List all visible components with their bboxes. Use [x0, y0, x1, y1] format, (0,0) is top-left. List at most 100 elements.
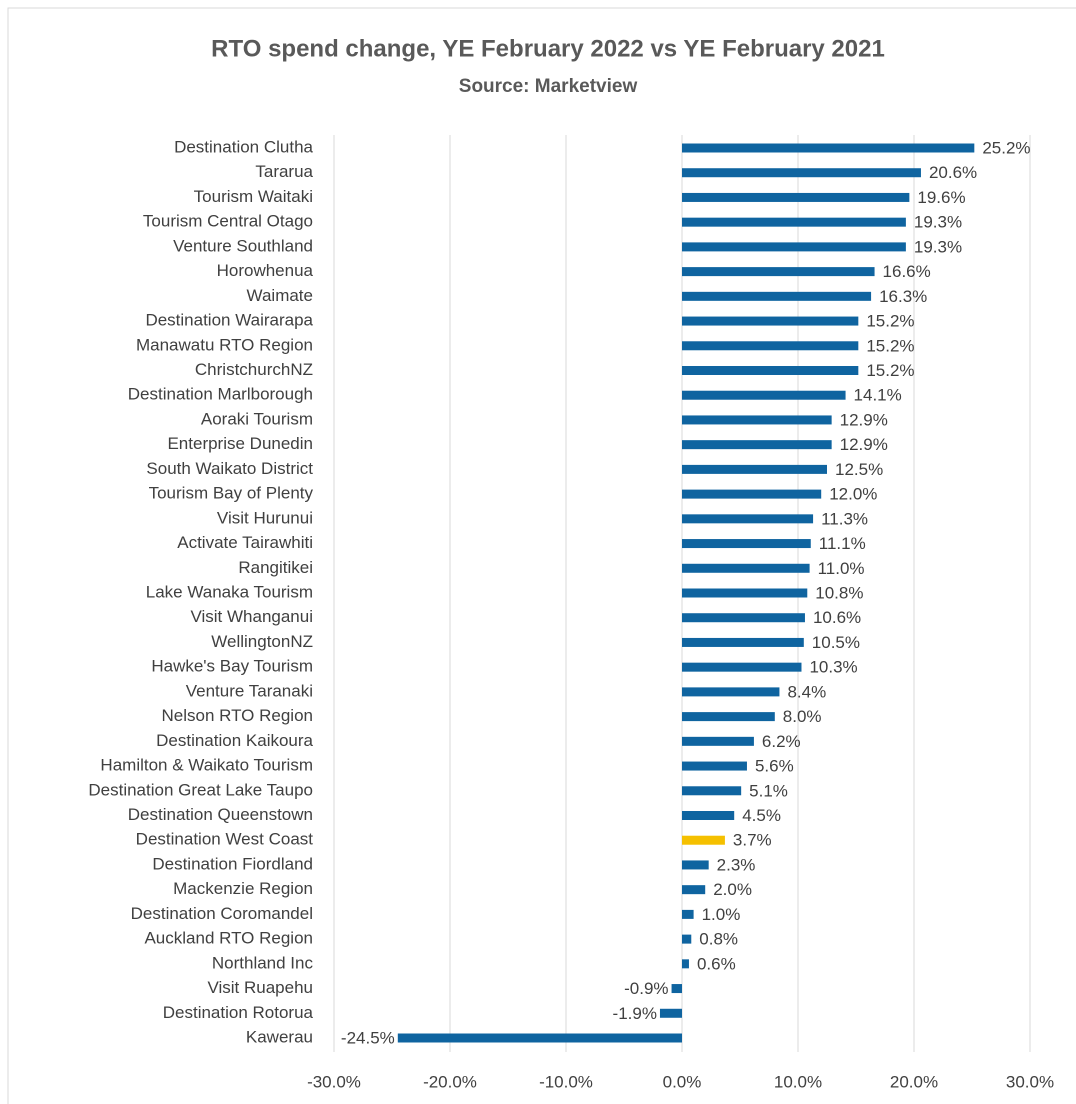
value-label: -1.9% [613, 1004, 657, 1023]
y-tick-label: Tourism Waitaki [194, 187, 313, 206]
y-tick-label: Destination Fiordland [152, 854, 313, 873]
y-tick-label: WellingtonNZ [211, 632, 313, 651]
y-tick-label: Venture Southland [173, 236, 313, 255]
y-tick-label: Horowhenua [217, 261, 314, 280]
bar [682, 662, 802, 672]
value-label: 2.3% [717, 855, 756, 874]
bar [682, 168, 921, 178]
y-tick-label: Waimate [247, 286, 313, 305]
value-label: 8.4% [787, 682, 826, 701]
y-tick-label: Manawatu RTO Region [136, 335, 313, 354]
value-label: 1.0% [702, 905, 741, 924]
value-label: 14.1% [854, 386, 902, 405]
bar [682, 143, 975, 153]
y-tick-label: Venture Taranaki [186, 681, 313, 700]
y-tick-label: Hawke's Bay Tourism [151, 657, 313, 676]
y-tick-label: Aoraki Tourism [201, 409, 313, 428]
value-label: 0.8% [699, 930, 738, 949]
y-tick-label: Mackenzie Region [173, 879, 313, 898]
value-label: 2.0% [713, 880, 752, 899]
bar [682, 835, 725, 845]
value-label: 19.3% [914, 213, 962, 232]
y-tick-label: Enterprise Dunedin [167, 434, 313, 453]
y-tick-label: Tourism Central Otago [143, 212, 313, 231]
value-label: 15.2% [866, 361, 914, 380]
value-label: 15.2% [866, 312, 914, 331]
bar [682, 440, 832, 450]
value-label: 3.7% [733, 831, 772, 850]
bar [682, 267, 875, 277]
value-label: 10.5% [812, 633, 860, 652]
value-label: 16.3% [879, 287, 927, 306]
y-tick-label: ChristchurchNZ [195, 360, 313, 379]
chart-frame [7, 7, 1076, 1104]
y-tick-label: Hamilton & Waikato Tourism [100, 756, 313, 775]
y-tick-label: Destination Queenstown [128, 805, 313, 824]
bar [682, 390, 846, 400]
value-label: 12.9% [840, 410, 888, 429]
y-tick-label: Rangitikei [238, 558, 313, 577]
y-tick-label: Destination Coromandel [131, 904, 313, 923]
y-tick-label: Auckland RTO Region [144, 929, 313, 948]
bar [682, 588, 808, 598]
bar [682, 539, 811, 549]
value-label: 25.2% [982, 138, 1030, 157]
value-label: -24.5% [341, 1028, 395, 1047]
x-tick-label: 20.0% [890, 1072, 938, 1091]
bar [682, 316, 859, 326]
bar [682, 514, 814, 524]
value-label: 12.0% [829, 485, 877, 504]
x-tick-label: -30.0% [307, 1072, 361, 1091]
x-tick-label: 30.0% [1006, 1072, 1054, 1091]
value-label: 11.1% [819, 534, 866, 553]
value-label: 19.3% [914, 237, 962, 256]
y-tick-label: Destination Kaikoura [156, 731, 313, 750]
value-label: 11.0% [818, 559, 865, 578]
bar [682, 712, 775, 722]
bar [682, 786, 742, 796]
y-tick-label: Tourism Bay of Plenty [149, 484, 314, 503]
y-tick-label: Activate Tairawhiti [177, 533, 313, 552]
value-label: 0.6% [697, 954, 736, 973]
value-label: 8.0% [783, 707, 822, 726]
bar [397, 1033, 682, 1043]
y-tick-label: Northland Inc [212, 953, 314, 972]
x-tick-label: -10.0% [539, 1072, 593, 1091]
value-label: 11.3% [821, 509, 868, 528]
x-tick-label: -20.0% [423, 1072, 477, 1091]
bar [682, 341, 859, 351]
bar [671, 984, 682, 994]
y-tick-label: Destination Clutha [174, 137, 313, 156]
bar [682, 489, 822, 499]
chart-title: RTO spend change, YE February 2022 vs YE… [211, 35, 885, 62]
bar [682, 860, 709, 870]
value-label: 4.5% [742, 806, 781, 825]
y-tick-label: Visit Hurunui [217, 508, 313, 527]
y-tick-label: Destination Marlborough [128, 385, 313, 404]
y-tick-label: Destination Rotorua [163, 1003, 314, 1022]
y-tick-label: Lake Wanaka Tourism [146, 582, 313, 601]
y-tick-label: Destination Great Lake Taupo [88, 780, 313, 799]
bar [682, 687, 780, 697]
bar [682, 366, 859, 375]
bar [682, 909, 694, 919]
bar [682, 217, 906, 227]
bar [682, 563, 810, 573]
bar [682, 934, 692, 944]
value-label: 5.6% [755, 757, 794, 776]
value-label: 5.1% [749, 781, 788, 800]
value-label: -0.9% [624, 979, 668, 998]
value-label: 15.2% [866, 336, 914, 355]
x-tick-label: 10.0% [774, 1072, 822, 1091]
bar [682, 959, 689, 969]
bar [682, 415, 832, 425]
bar [682, 637, 804, 647]
bar [682, 761, 747, 771]
value-label: 12.9% [840, 435, 888, 454]
bar [682, 613, 805, 623]
y-tick-label: Visit Ruapehu [207, 978, 313, 997]
bar [682, 192, 910, 202]
y-tick-label: Tararua [255, 162, 313, 181]
value-label: 20.6% [929, 163, 977, 182]
value-label: 10.8% [815, 583, 863, 602]
